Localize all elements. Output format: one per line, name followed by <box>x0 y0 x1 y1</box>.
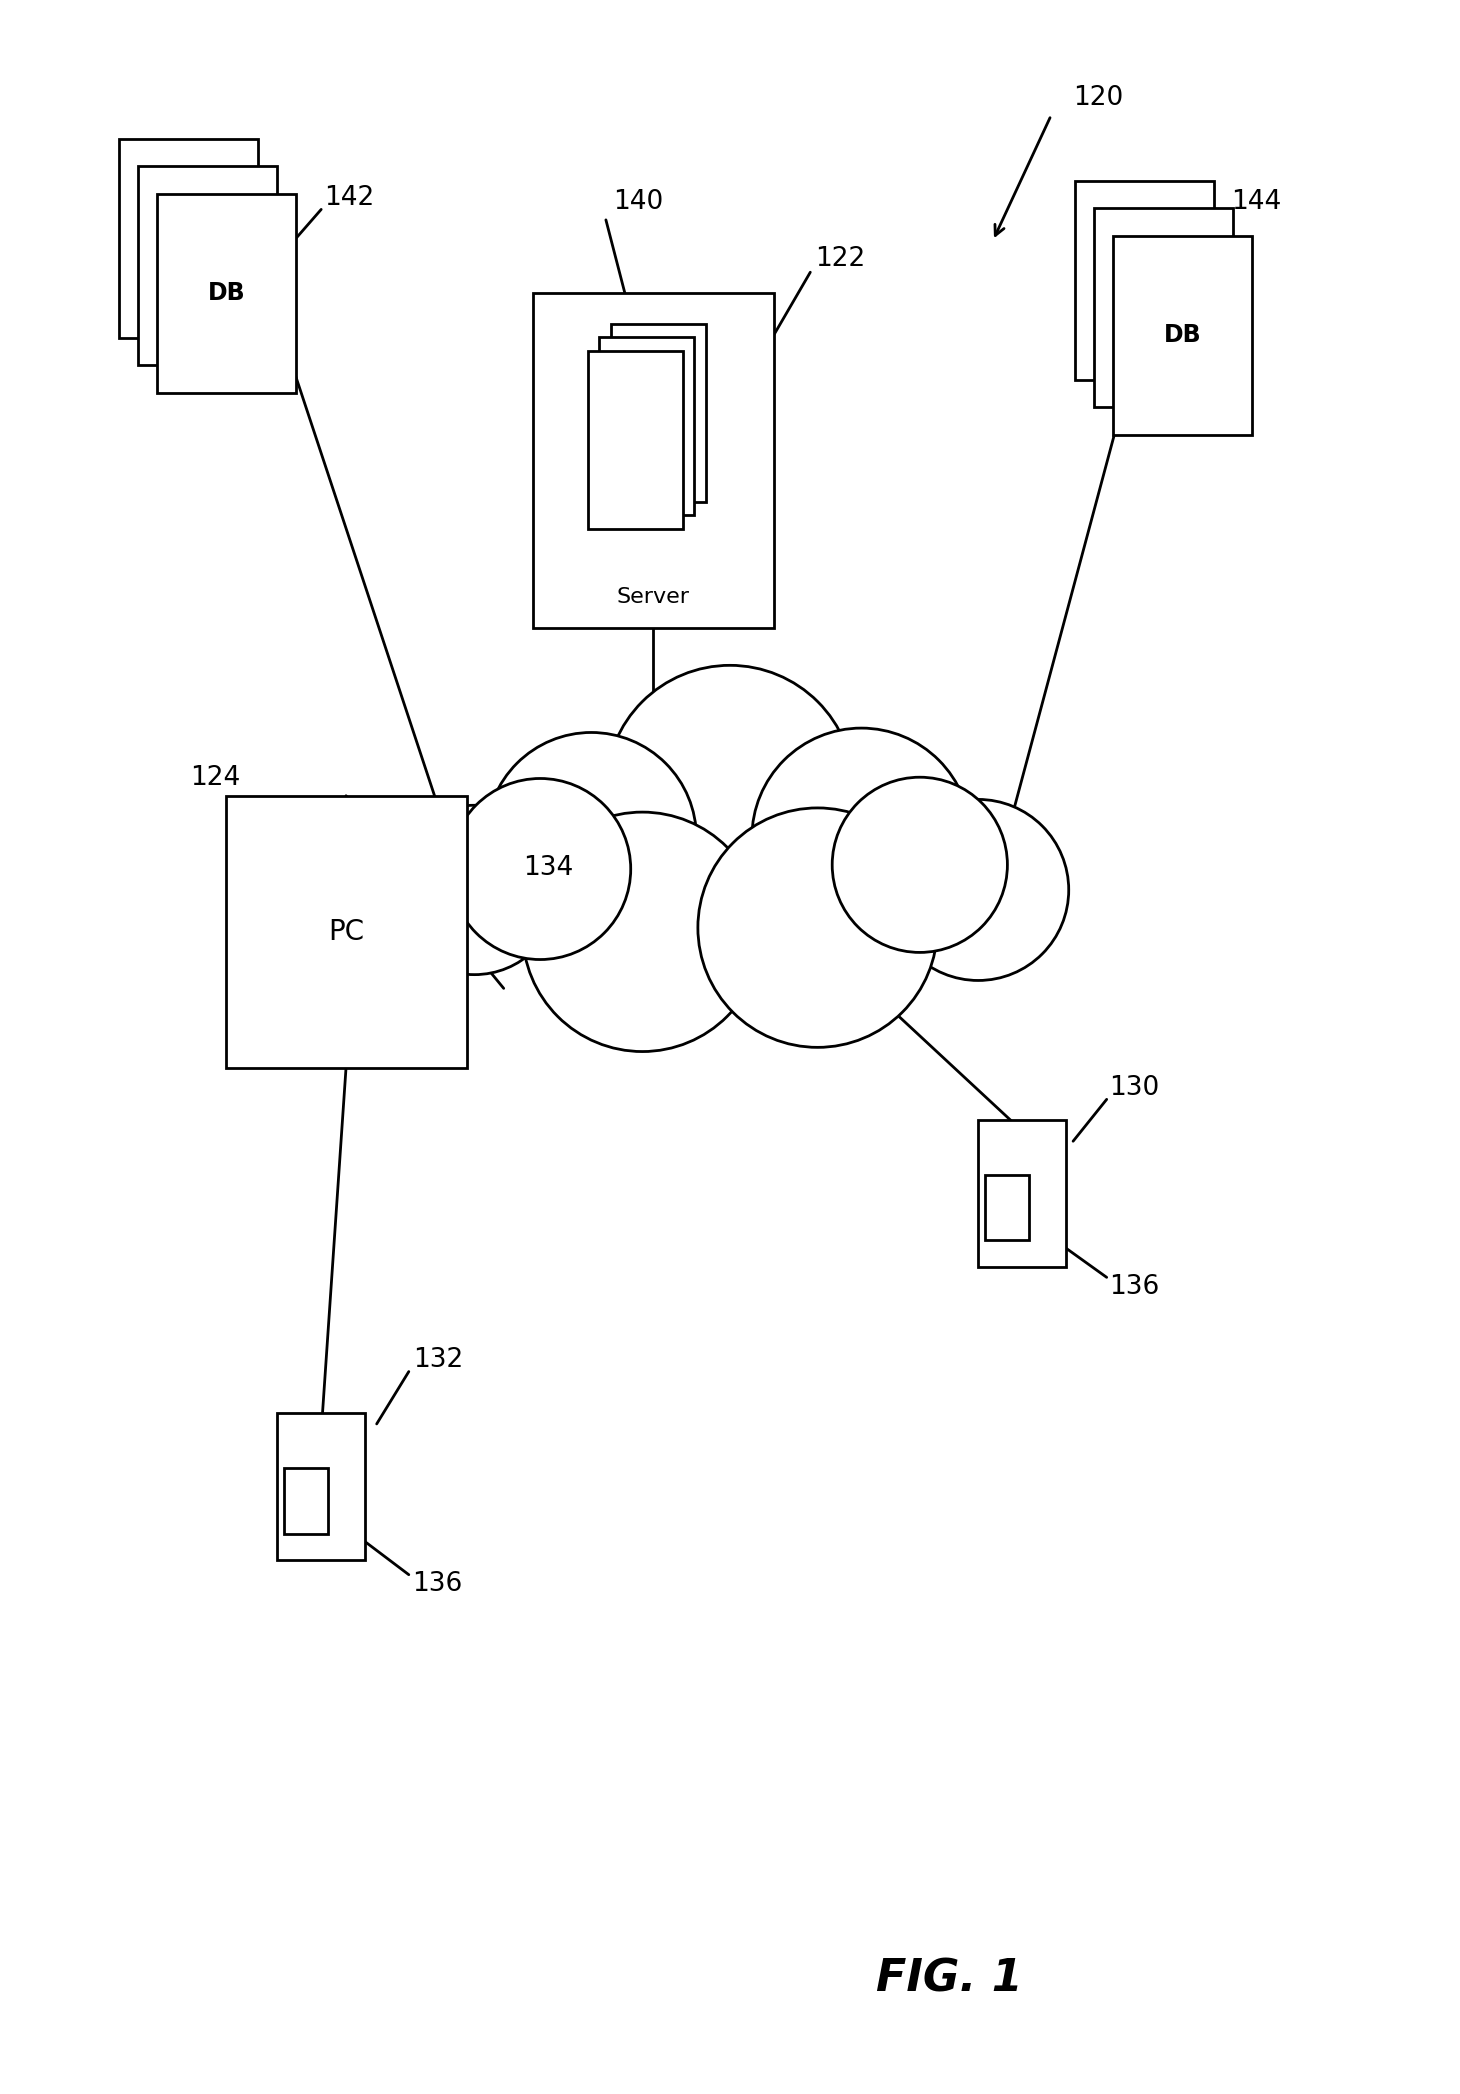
FancyBboxPatch shape <box>158 195 295 394</box>
Text: 124: 124 <box>190 764 239 792</box>
FancyBboxPatch shape <box>978 1120 1066 1267</box>
Ellipse shape <box>606 666 854 913</box>
Ellipse shape <box>523 812 762 1051</box>
Text: 140: 140 <box>613 188 663 216</box>
Text: FIG. 1: FIG. 1 <box>876 1958 1022 2000</box>
FancyBboxPatch shape <box>587 350 682 528</box>
FancyBboxPatch shape <box>610 325 707 503</box>
Ellipse shape <box>698 808 937 1047</box>
FancyBboxPatch shape <box>533 293 774 628</box>
Ellipse shape <box>390 806 559 974</box>
Text: 132: 132 <box>413 1346 463 1374</box>
Text: DB: DB <box>207 281 245 306</box>
FancyBboxPatch shape <box>1095 209 1232 406</box>
FancyBboxPatch shape <box>986 1175 1029 1240</box>
Text: 134: 134 <box>523 854 572 882</box>
Ellipse shape <box>450 779 631 959</box>
Text: 122: 122 <box>815 245 864 272</box>
Text: 136: 136 <box>412 1570 461 1598</box>
FancyBboxPatch shape <box>285 1468 328 1533</box>
Text: 130: 130 <box>1110 1074 1159 1101</box>
Ellipse shape <box>832 777 1007 953</box>
FancyBboxPatch shape <box>277 1413 365 1560</box>
FancyBboxPatch shape <box>120 138 257 339</box>
Ellipse shape <box>888 800 1069 980</box>
Text: 136: 136 <box>1110 1273 1159 1300</box>
Ellipse shape <box>486 733 696 942</box>
FancyBboxPatch shape <box>137 168 277 364</box>
Text: DB: DB <box>1164 322 1202 348</box>
Text: 120: 120 <box>1073 84 1123 111</box>
FancyBboxPatch shape <box>1075 182 1215 381</box>
Text: PC: PC <box>328 917 364 946</box>
Text: Server: Server <box>616 586 689 607</box>
Text: 144: 144 <box>1231 188 1280 216</box>
Ellipse shape <box>752 729 971 946</box>
FancyBboxPatch shape <box>599 337 695 515</box>
FancyBboxPatch shape <box>226 796 467 1068</box>
Text: 142: 142 <box>324 184 374 211</box>
FancyBboxPatch shape <box>1113 237 1253 436</box>
